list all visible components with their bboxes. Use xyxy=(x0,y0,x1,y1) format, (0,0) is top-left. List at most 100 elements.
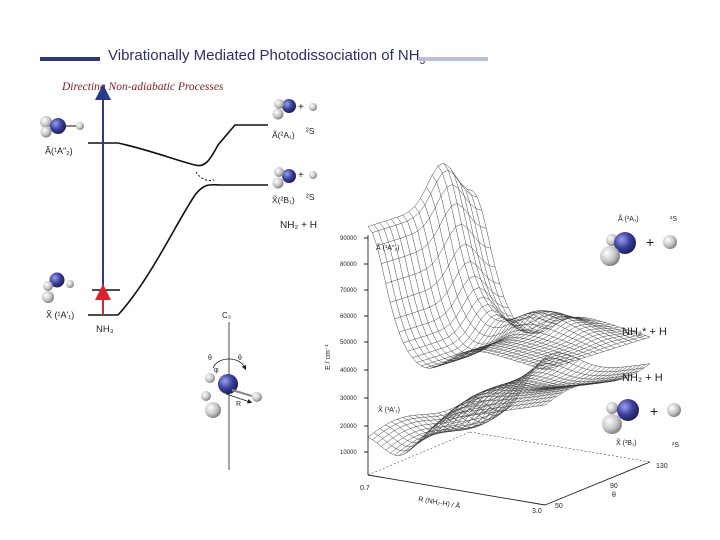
mesh-line xyxy=(449,371,627,426)
energy-tick-70000: 70000 xyxy=(340,288,357,294)
energy-level-diagram: Ã(¹A″₂) X̃ (¹A′₁) NH₃ Ã(²A₁) ²S X̃(²B₁) … xyxy=(45,84,317,335)
mesh-line xyxy=(437,165,616,349)
lower-plus-sign: + xyxy=(650,403,658,419)
theta-tick-90: 90 xyxy=(610,483,618,490)
mesh-line xyxy=(414,206,592,356)
plus-sign-upper: + xyxy=(298,102,304,113)
mesh-line xyxy=(391,389,569,440)
energy-tick-30000: 30000 xyxy=(340,396,357,402)
mesh-line xyxy=(455,367,633,424)
r-tick-0.7: 0.7 xyxy=(360,485,370,492)
upper-plus-sign: + xyxy=(646,234,654,250)
mesh-line xyxy=(432,379,610,431)
mesh-line xyxy=(487,315,593,354)
theta-axis-label: θ xyxy=(612,492,616,499)
nh2-h-lower-molecule xyxy=(272,167,317,189)
mesh-line xyxy=(443,163,621,347)
mesh-line xyxy=(536,333,642,368)
theta-axis xyxy=(544,461,651,506)
nh2-h-upper-molecule xyxy=(272,99,317,120)
mesh-line xyxy=(402,384,581,435)
nh2-h-excited-product-molecule xyxy=(600,232,677,266)
mesh-line xyxy=(407,296,513,352)
conical-intersection-marker xyxy=(195,171,215,181)
mesh-line xyxy=(391,218,569,363)
lower-product-label: NH₂ + H xyxy=(622,372,663,384)
upper-surface-mesh xyxy=(367,163,651,371)
mesh-line xyxy=(398,275,505,333)
theta-right-label: θ xyxy=(238,355,242,362)
lower-product-atom-label: ²S xyxy=(672,442,679,449)
mesh-line xyxy=(432,174,610,351)
product-upper-label: Ã(²A₁) xyxy=(272,130,295,140)
c3-axis-label: C₃ xyxy=(222,311,231,320)
mesh-line xyxy=(381,203,487,264)
nh2-h-ground-product-molecule xyxy=(602,399,681,434)
nh3-molecule-ground xyxy=(42,272,74,303)
r-axis xyxy=(367,474,546,506)
mesh-line xyxy=(397,217,575,362)
energy-tick-60000: 60000 xyxy=(340,314,357,320)
energy-tick-40000: 40000 xyxy=(340,368,357,374)
nh3-molecule-excited xyxy=(40,116,84,138)
slide-title: Vibrationally Mediated Photodissociation… xyxy=(108,47,426,67)
ground-state-label: X̃ (¹A′₁) xyxy=(46,310,74,320)
mesh-line xyxy=(402,214,581,360)
mesh-line xyxy=(472,352,651,412)
plus-sign-lower: + xyxy=(298,170,304,181)
mesh-line xyxy=(461,183,639,341)
upper-state-label: Ã(¹A″₂) xyxy=(45,146,73,156)
mesh-line xyxy=(376,184,482,247)
r-label: R xyxy=(236,401,241,408)
title-bar-left xyxy=(40,57,100,61)
lower-surface-label: X̃ (¹A′₁) xyxy=(378,406,400,414)
coordinate-diagram: C₃ θ θ φ R xyxy=(201,311,262,470)
mesh-line xyxy=(385,392,563,443)
mesh-line xyxy=(420,198,598,354)
surface-plot: 90000 80000 70000 60000 50000 40000 3000… xyxy=(325,163,679,515)
theta-tick-50: 50 xyxy=(555,503,563,510)
mesh-line xyxy=(467,188,645,340)
mesh-line xyxy=(472,190,651,338)
mesh-line xyxy=(367,404,546,456)
theta-tick-130: 130 xyxy=(656,463,668,470)
energy-tick-80000: 80000 xyxy=(340,262,357,268)
upper-product-label: NH₂* + H xyxy=(622,326,667,338)
mesh-line xyxy=(367,226,546,371)
mesh-line xyxy=(443,375,621,428)
upper-product-state-label: Ã (²A₁) xyxy=(618,214,639,223)
r-axis-label: R (NH₂-H) / Å xyxy=(418,494,462,510)
theta-left-label: θ xyxy=(208,355,212,362)
mesh-line xyxy=(379,396,557,447)
product-upper-atom-label: ²S xyxy=(306,126,315,136)
mesh-line xyxy=(385,220,563,365)
r-tick-3.0: 3.0 xyxy=(532,508,542,515)
mesh-line xyxy=(461,363,639,420)
products-label: NH₂ + H xyxy=(280,220,317,231)
mesh-line xyxy=(467,358,645,416)
mesh-line xyxy=(426,186,604,352)
energy-tick-10000: 10000 xyxy=(340,450,357,456)
mesh-line xyxy=(373,224,551,369)
theta-arc xyxy=(212,358,247,371)
lower-surface-curve xyxy=(117,183,268,316)
mesh-line xyxy=(455,175,633,343)
lower-product-state-label: X̃ (²B₁) xyxy=(616,439,637,447)
energy-tick-90000: 90000 xyxy=(340,236,357,242)
product-lower-atom-label: ²S xyxy=(306,192,315,202)
energy-axis-label: E / cm⁻¹ xyxy=(325,343,332,370)
lower-surface-mesh xyxy=(367,352,651,456)
mesh-line xyxy=(390,243,496,303)
product-lower-label: X̃(²B₁) xyxy=(272,195,295,205)
molecule-label: NH₃ xyxy=(96,324,114,335)
mesh-line xyxy=(385,223,491,284)
mesh-line xyxy=(373,400,551,452)
mesh-line xyxy=(379,222,557,367)
energy-ticks: 90000 80000 70000 60000 50000 40000 3000… xyxy=(340,236,368,456)
r-vector xyxy=(225,393,253,404)
energy-tick-50000: 50000 xyxy=(340,340,357,346)
upper-surface-label: Ã (¹A″₂) xyxy=(376,243,399,252)
energy-tick-20000: 20000 xyxy=(340,424,357,430)
mesh-line xyxy=(449,167,627,345)
